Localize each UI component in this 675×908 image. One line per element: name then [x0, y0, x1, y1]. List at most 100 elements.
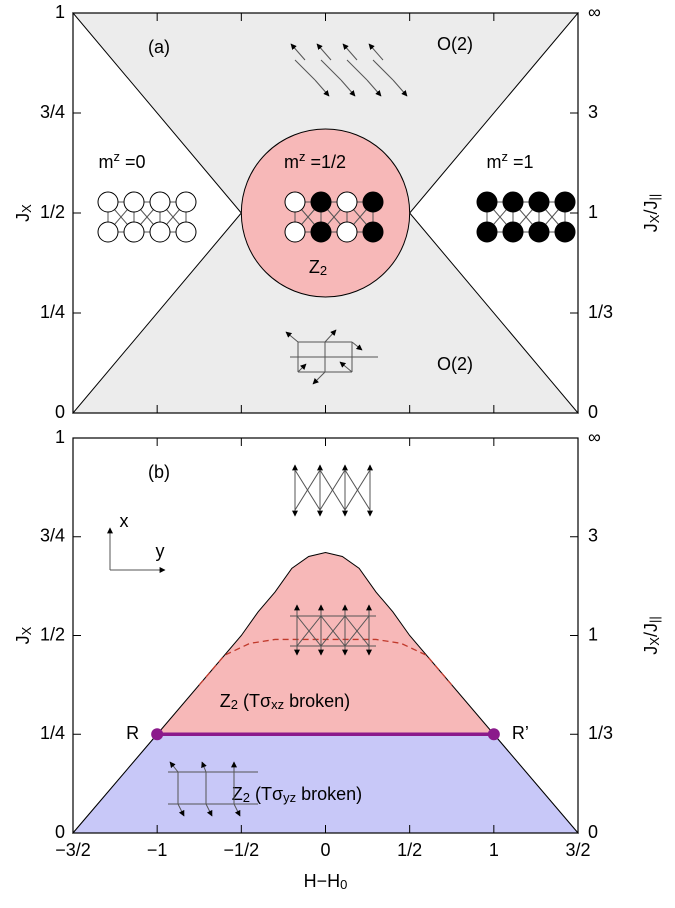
text-part: O(2): [437, 354, 473, 374]
annotation: Z2 (Tσyz broken): [232, 784, 362, 806]
text-part: X: [19, 204, 34, 213]
text-part: J: [13, 213, 33, 222]
y-tick-label: 1: [55, 427, 65, 447]
y-tick-label: 1/2: [40, 624, 65, 644]
endpoint: [151, 728, 164, 741]
site: [97, 221, 119, 243]
y2-axis-label: JX/J||: [641, 616, 663, 654]
y2-tick-label: 0: [588, 402, 598, 422]
y2-tick-label: 1: [588, 624, 598, 644]
endpoint-label: R: [126, 723, 139, 743]
spin: [392, 79, 408, 97]
y-axis-label: JX: [13, 204, 35, 222]
site: [149, 191, 171, 213]
text-part: ||: [647, 194, 662, 201]
spin: [205, 803, 213, 817]
bond: [344, 615, 370, 647]
spin: [342, 43, 358, 61]
annotation: x: [120, 511, 129, 531]
site: [336, 221, 358, 243]
site: [554, 221, 576, 243]
site: [284, 191, 306, 213]
spin: [368, 43, 384, 61]
text-part: =1: [508, 152, 534, 172]
text-part: /J: [641, 201, 661, 215]
text-part: 2: [320, 263, 327, 278]
spin-icons: [97, 43, 576, 817]
x-tick-label: −1/2: [224, 840, 260, 860]
y-tick-label: 3/4: [40, 102, 65, 122]
bond: [320, 615, 346, 647]
annotation: y: [156, 541, 165, 561]
text-part: X: [647, 637, 662, 646]
site: [476, 221, 498, 243]
text-part: xz: [271, 697, 284, 712]
site: [123, 221, 145, 243]
text-part: J: [13, 635, 33, 644]
text-part: 2: [243, 790, 250, 805]
phase-ellipse: [240, 128, 411, 298]
x-tick-label: 1: [489, 840, 499, 860]
y2-tick-label: 1: [588, 202, 598, 222]
bond: [296, 615, 322, 647]
spin: [201, 761, 207, 773]
site: [502, 191, 524, 213]
text-part: =1/2: [305, 152, 346, 172]
text-part: 0: [340, 877, 347, 892]
x-tick-label: 3/2: [565, 840, 590, 860]
text-part: m: [284, 152, 299, 172]
y2-tick-label: 1/3: [588, 302, 613, 322]
text-part: O(2): [437, 34, 473, 54]
text-part: Z: [220, 691, 231, 711]
bond: [320, 59, 342, 81]
y2-axis-label: JX/J||: [641, 194, 663, 232]
text-part: yz: [283, 790, 296, 805]
spin: [351, 341, 363, 351]
site: [123, 191, 145, 213]
y2-tick-label: ∞: [588, 427, 601, 447]
endpoint-label: R’: [512, 723, 529, 743]
y-axis-label: JX: [13, 626, 35, 644]
annotation: mz =0: [98, 149, 145, 172]
text-part: z: [501, 149, 508, 164]
bond: [344, 469, 371, 511]
bond: [346, 59, 368, 81]
spin: [297, 363, 307, 373]
annotation: O(2): [437, 34, 473, 54]
annotation: Z2: [309, 257, 327, 279]
endpoint: [487, 728, 500, 741]
site: [362, 191, 384, 213]
text-part: x: [120, 511, 129, 531]
site: [175, 191, 197, 213]
spin: [316, 43, 332, 61]
text-part: H−H: [304, 871, 341, 891]
bond: [294, 59, 316, 81]
y2-tick-label: 0: [588, 822, 598, 842]
spin: [177, 803, 185, 817]
site: [310, 191, 332, 213]
text-part: (Tσ: [238, 691, 271, 711]
site: [310, 221, 332, 243]
text-part: broken): [284, 691, 350, 711]
y2-tick-label: 3: [588, 102, 598, 122]
site: [528, 191, 550, 213]
site: [362, 221, 384, 243]
text-part: Z: [232, 784, 243, 804]
y2-tick-label: 3: [588, 526, 598, 546]
y-tick-label: 0: [55, 402, 65, 422]
spin: [290, 43, 306, 61]
y-tick-label: 0: [55, 822, 65, 842]
y2-tick-label: 1/3: [588, 723, 613, 743]
text-part: y: [156, 541, 165, 561]
site: [175, 221, 197, 243]
x-tick-label: 1/2: [397, 840, 422, 860]
panel-label: (b): [148, 462, 170, 482]
spin: [312, 371, 326, 385]
text-part: broken): [296, 784, 362, 804]
x-tick-label: −3/2: [55, 840, 91, 860]
x-axis-label: H−H0: [304, 871, 348, 893]
spin: [339, 361, 353, 373]
y-tick-label: 1/4: [40, 302, 65, 322]
annotation: Z2 (Tσxz broken): [220, 691, 350, 713]
